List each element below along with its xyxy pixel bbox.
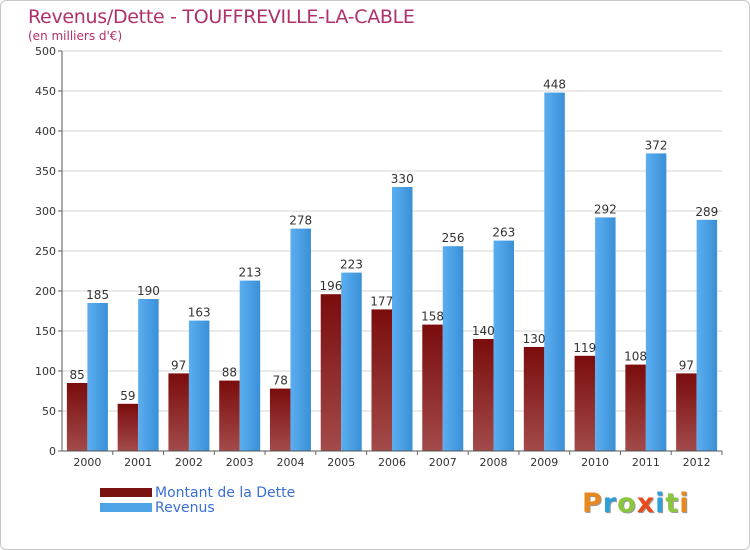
- bar-dette: [219, 380, 240, 451]
- x-tick-label: 2007: [429, 456, 457, 469]
- data-label-revenus: 448: [543, 78, 566, 92]
- logo-letter: r: [602, 488, 618, 519]
- y-tick-label: 150: [35, 325, 56, 338]
- data-label-dette: 158: [421, 310, 444, 324]
- bar-dette: [66, 383, 88, 451]
- data-label-revenus: 289: [695, 205, 718, 219]
- bar-revenus: [341, 272, 362, 451]
- x-tick-label: 2010: [581, 456, 609, 469]
- bar-revenus: [696, 219, 718, 451]
- bar-dette: [574, 355, 596, 451]
- data-label-dette: 88: [222, 366, 237, 380]
- y-tick-label: 0: [49, 445, 56, 458]
- legend-label-debt: Montant de la Dette: [155, 485, 296, 501]
- chart-subtitle: (en milliers d'€): [28, 29, 123, 43]
- data-label-dette: 85: [69, 368, 84, 382]
- data-label-dette: 59: [120, 389, 135, 403]
- x-tick-label: 2005: [327, 456, 355, 469]
- data-label-dette: 97: [171, 358, 186, 372]
- legend-label-revenus: Revenus: [155, 500, 215, 516]
- data-label-revenus: 372: [645, 138, 668, 152]
- data-label-dette: 140: [472, 324, 495, 338]
- data-label-dette: 108: [624, 350, 647, 364]
- logo-letter: i: [679, 488, 690, 519]
- data-label-revenus: 292: [594, 202, 617, 216]
- data-labels: 85 185 59 190 97 163 88 213 78 278 196 223 177 330 158…: [69, 78, 718, 403]
- y-tick-label: 400: [35, 125, 56, 138]
- data-label-dette: 130: [523, 332, 546, 346]
- data-label-dette: 97: [679, 358, 694, 372]
- logo-letter: i: [655, 488, 666, 519]
- x-tick-label: 2002: [175, 456, 203, 469]
- y-tick-label: 100: [35, 365, 56, 378]
- data-label-revenus: 330: [391, 172, 414, 186]
- bar-dette: [269, 388, 291, 451]
- data-label-dette: 177: [370, 294, 393, 308]
- axes: 0 50 100 150 200 250 300 350 400 450 500 2000 2001 20…: [35, 45, 723, 469]
- data-label-dette: 196: [320, 279, 343, 293]
- bar-dette: [168, 373, 189, 451]
- bar-revenus: [87, 303, 108, 451]
- x-tick-label: 2004: [276, 456, 304, 469]
- data-label-revenus: 185: [86, 288, 109, 302]
- bar-dette: [320, 294, 342, 451]
- bar-revenus: [138, 299, 159, 451]
- bar-revenus: [645, 153, 667, 451]
- bar-revenus: [544, 92, 565, 451]
- logo-letter: o: [617, 488, 637, 519]
- x-tick-label: 2000: [73, 456, 101, 469]
- y-tick-label: 350: [35, 165, 56, 178]
- bar-dette: [371, 309, 392, 451]
- data-label-revenus: 256: [442, 231, 465, 245]
- bar-revenus: [595, 217, 616, 451]
- x-tick-label: 2011: [632, 456, 660, 469]
- logo-letter: t: [665, 488, 680, 519]
- y-tick-label: 500: [35, 45, 56, 58]
- y-tick-label: 250: [35, 245, 56, 258]
- legend-swatch-revenus: [100, 503, 152, 512]
- bars: [66, 92, 718, 451]
- bar-dette: [625, 364, 646, 451]
- x-tick-label: 2006: [378, 456, 406, 469]
- y-tick-label: 200: [35, 285, 56, 298]
- bar-revenus: [493, 240, 515, 451]
- data-label-dette: 119: [573, 341, 596, 355]
- logo-letter: P: [582, 488, 603, 519]
- bar-revenus: [442, 246, 464, 451]
- y-tick-label: 300: [35, 205, 56, 218]
- data-label-revenus: 190: [137, 284, 160, 298]
- data-label-revenus: 278: [289, 214, 312, 228]
- data-label-revenus: 263: [492, 226, 515, 240]
- bar-dette: [523, 347, 545, 451]
- data-label-revenus: 213: [238, 266, 261, 280]
- bar-dette: [676, 373, 697, 451]
- data-label-revenus: 223: [340, 258, 363, 272]
- bar-dette: [117, 403, 139, 451]
- bar-dette: [422, 324, 443, 451]
- bar-dette: [473, 339, 494, 451]
- x-tick-label: 2009: [530, 456, 558, 469]
- y-tick-label: 50: [42, 405, 56, 418]
- x-tick-label: 2001: [124, 456, 152, 469]
- data-label-revenus: 163: [188, 306, 211, 320]
- logo-letter: x: [636, 488, 656, 519]
- data-label-dette: 78: [273, 374, 288, 388]
- legend-swatch-debt: [100, 488, 152, 497]
- bar-revenus: [239, 280, 261, 451]
- x-tick-label: 2012: [683, 456, 711, 469]
- bar-revenus: [188, 320, 210, 451]
- bar-revenus: [392, 187, 413, 451]
- x-tick-label: 2008: [480, 456, 508, 469]
- x-tick-label: 2003: [226, 456, 254, 469]
- chart-title: Revenus/Dette - TOUFFREVILLE-LA-CABLE: [28, 6, 415, 28]
- y-tick-label: 450: [35, 85, 56, 98]
- proxiti-logo: Proxiti: [582, 488, 690, 519]
- bar-revenus: [290, 228, 311, 451]
